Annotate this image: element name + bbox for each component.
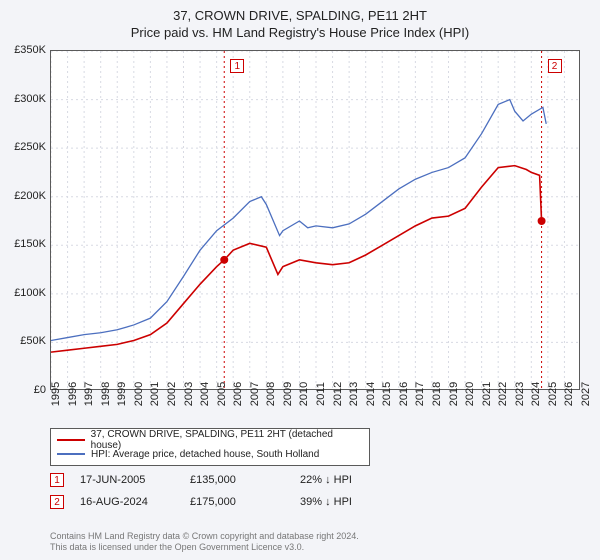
x-tick-label: 2004: [199, 382, 211, 406]
legend: 37, CROWN DRIVE, SPALDING, PE11 2HT (det…: [50, 428, 370, 466]
y-tick-label: £350K: [14, 44, 46, 56]
x-tick-label: 2002: [166, 382, 178, 406]
x-tick-label: 2014: [365, 382, 377, 406]
y-axis-labels: £0£50K£100K£150K£200K£250K£300K£350K: [0, 50, 48, 390]
y-tick-label: £0: [34, 384, 46, 396]
x-tick-label: 2021: [481, 382, 493, 406]
y-tick-label: £100K: [14, 287, 46, 299]
x-tick-label: 2008: [265, 382, 277, 406]
x-tick-label: 2027: [580, 382, 592, 406]
x-tick-label: 2015: [381, 382, 393, 406]
title-block: 37, CROWN DRIVE, SPALDING, PE11 2HT Pric…: [0, 0, 600, 44]
x-tick-label: 2011: [315, 382, 327, 406]
event-marker-1: 1: [230, 59, 244, 73]
y-tick-label: £250K: [14, 141, 46, 153]
event-marker-ref: 2: [50, 495, 64, 509]
footer-line1: Contains HM Land Registry data © Crown c…: [50, 531, 580, 543]
x-tick-label: 1998: [100, 382, 112, 406]
x-tick-label: 2023: [514, 382, 526, 406]
x-tick-label: 2024: [530, 382, 542, 406]
title-line2: Price paid vs. HM Land Registry's House …: [0, 25, 600, 40]
x-tick-label: 2020: [464, 382, 476, 406]
y-tick-label: £150K: [14, 238, 46, 250]
event-price: £135,000: [190, 474, 300, 486]
legend-row: 37, CROWN DRIVE, SPALDING, PE11 2HT (det…: [57, 433, 363, 447]
event-marker-2: 2: [548, 59, 562, 73]
x-tick-label: 2010: [298, 382, 310, 406]
plot-svg: [51, 51, 579, 389]
x-tick-label: 2017: [414, 382, 426, 406]
event-row: 1 17-JUN-2005£135,00022% ↓ HPI: [50, 470, 580, 490]
y-tick-label: £300K: [14, 93, 46, 105]
event-marker-ref: 1: [50, 473, 64, 487]
plot-area: 12: [50, 50, 580, 390]
event-price: £175,000: [190, 496, 300, 508]
y-tick-label: £200K: [14, 190, 46, 202]
x-tick-label: 2005: [216, 382, 228, 406]
x-tick-label: 2018: [431, 382, 443, 406]
y-tick-label: £50K: [20, 335, 46, 347]
event-row: 2 16-AUG-2024£175,00039% ↓ HPI: [50, 492, 580, 512]
x-tick-label: 1995: [50, 382, 62, 406]
event-date: 17-JUN-2005: [80, 474, 190, 486]
x-tick-label: 2013: [348, 382, 360, 406]
x-tick-label: 1997: [83, 382, 95, 406]
chart-container: 37, CROWN DRIVE, SPALDING, PE11 2HT Pric…: [0, 0, 600, 560]
footer: Contains HM Land Registry data © Crown c…: [50, 531, 580, 554]
x-tick-label: 2012: [332, 382, 344, 406]
x-tick-label: 1996: [67, 382, 79, 406]
x-tick-label: 2001: [149, 382, 161, 406]
event-diff: 39% ↓ HPI: [300, 496, 410, 508]
x-tick-label: 2026: [563, 382, 575, 406]
x-axis-labels: 1995199619971998199920002001200220032004…: [50, 392, 580, 422]
legend-swatch: [57, 439, 85, 441]
footer-line2: This data is licensed under the Open Gov…: [50, 542, 580, 554]
x-tick-label: 2016: [398, 382, 410, 406]
x-tick-label: 2022: [497, 382, 509, 406]
title-line1: 37, CROWN DRIVE, SPALDING, PE11 2HT: [0, 8, 600, 23]
x-tick-label: 2003: [183, 382, 195, 406]
event-date: 16-AUG-2024: [80, 496, 190, 508]
x-tick-label: 2009: [282, 382, 294, 406]
x-tick-label: 2007: [249, 382, 261, 406]
x-tick-label: 2000: [133, 382, 145, 406]
legend-row: HPI: Average price, detached house, Sout…: [57, 447, 363, 461]
legend-label: HPI: Average price, detached house, Sout…: [91, 449, 319, 460]
x-tick-label: 2019: [448, 382, 460, 406]
x-tick-label: 1999: [116, 382, 128, 406]
event-table: 1 17-JUN-2005£135,00022% ↓ HPI 2 16-AUG-202…: [50, 470, 580, 514]
x-tick-label: 2025: [547, 382, 559, 406]
x-tick-label: 2006: [232, 382, 244, 406]
legend-swatch: [57, 453, 85, 455]
event-diff: 22% ↓ HPI: [300, 474, 410, 486]
